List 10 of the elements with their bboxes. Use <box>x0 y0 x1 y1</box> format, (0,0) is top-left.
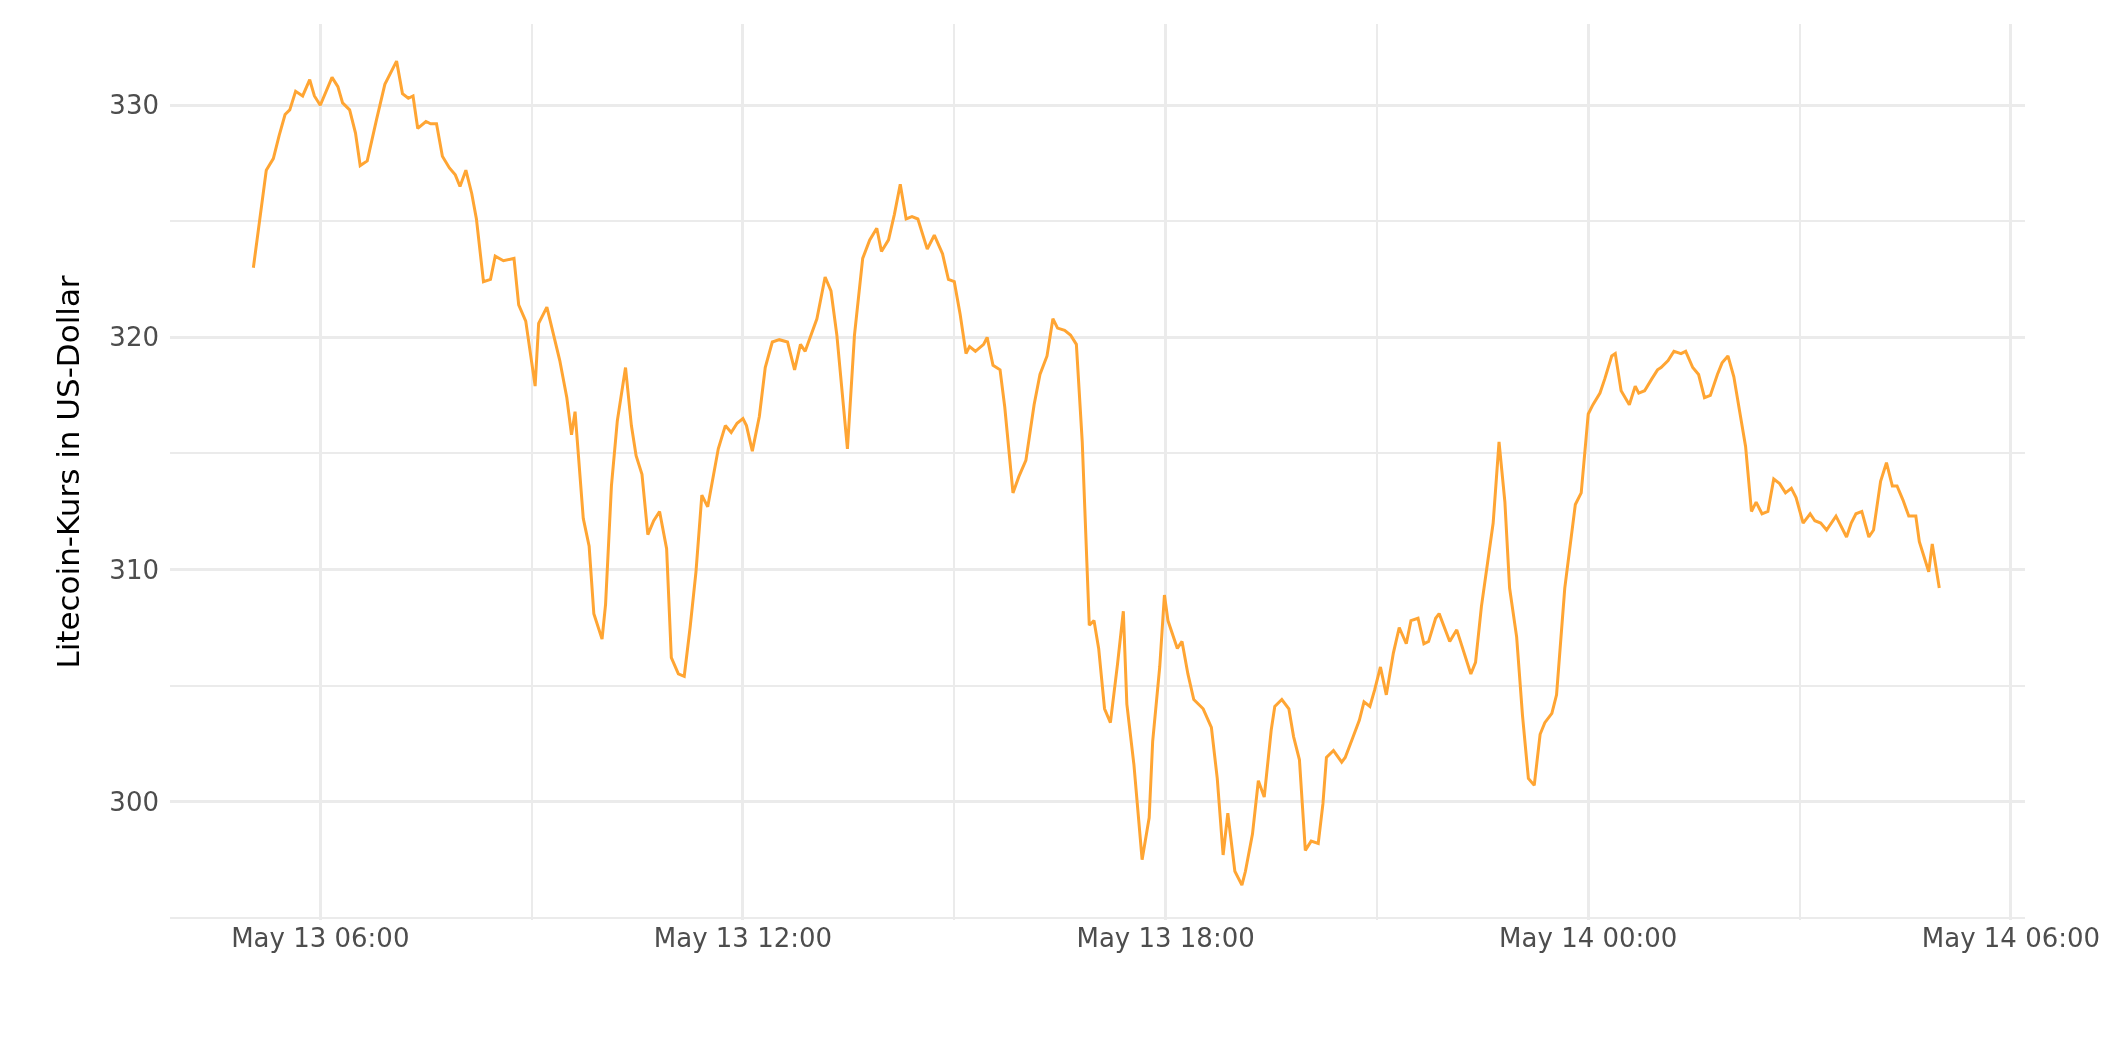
y-tick-label: 320 <box>109 322 159 353</box>
y-tick-label: 330 <box>109 90 159 121</box>
y-tick-label: 300 <box>109 786 159 817</box>
y-axis-title: Litecoin-Kurs in US-Dollar <box>50 275 87 669</box>
x-tick-label: May 14 00:00 <box>1499 923 1678 953</box>
y-tick-label: 310 <box>109 554 159 585</box>
x-tick-label: May 13 12:00 <box>653 923 833 953</box>
x-tick-label: May 13 06:00 <box>231 923 410 953</box>
x-tick-label: May 14 06:00 <box>1921 923 2101 953</box>
x-tick-label: May 13 18:00 <box>1076 923 1255 953</box>
